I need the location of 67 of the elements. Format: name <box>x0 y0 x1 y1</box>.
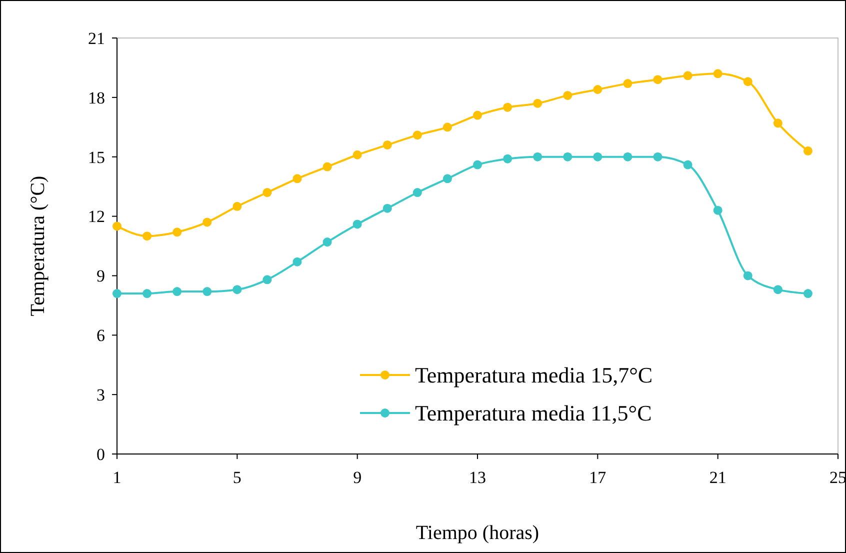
point <box>412 130 422 140</box>
point <box>653 75 662 84</box>
x-tick-label: 1 <box>112 468 122 487</box>
point <box>322 238 332 247</box>
x-tick-label: 13 <box>469 468 486 487</box>
point <box>683 160 692 170</box>
point <box>533 98 542 108</box>
point <box>623 79 632 88</box>
point <box>743 77 752 86</box>
point <box>442 122 452 132</box>
point <box>773 285 782 294</box>
point <box>412 188 422 198</box>
y-tick-label: 21 <box>88 28 105 48</box>
point <box>202 218 212 227</box>
point <box>262 275 272 284</box>
y-tick-label: 6 <box>96 326 105 346</box>
point <box>142 232 152 241</box>
point <box>563 152 572 162</box>
point <box>593 152 602 162</box>
point <box>442 174 452 184</box>
y-tick-label: 3 <box>96 386 105 405</box>
legend-label: Temperatura media 11,5°C <box>415 400 652 426</box>
point <box>382 140 392 150</box>
x-tick-label: 17 <box>589 468 607 487</box>
y-tick-label: 18 <box>88 88 105 108</box>
point <box>172 228 182 237</box>
x-tick-label: 9 <box>353 468 362 487</box>
point <box>503 102 512 112</box>
point <box>112 222 122 231</box>
point <box>683 71 692 80</box>
y-tick-label: 15 <box>88 148 105 167</box>
point <box>232 285 242 294</box>
point <box>352 220 362 229</box>
point <box>593 85 602 94</box>
point <box>352 150 362 160</box>
x-tick-label: 5 <box>232 468 242 487</box>
point <box>743 271 752 280</box>
point <box>262 188 272 198</box>
point <box>202 287 212 296</box>
point <box>563 90 572 100</box>
point <box>473 160 482 170</box>
legend-label: Temperatura media 15,7°C <box>415 362 653 388</box>
point <box>322 162 332 172</box>
point <box>142 289 152 298</box>
y-tick-label: 12 <box>88 207 105 226</box>
point <box>503 154 512 164</box>
point <box>172 287 182 296</box>
point <box>292 257 302 266</box>
point <box>382 204 392 213</box>
y-axis-title: Temperatura (°C) <box>27 176 49 316</box>
point <box>473 110 482 120</box>
point <box>232 202 242 211</box>
x-axis-title: Tiempo (horas) <box>416 522 540 544</box>
y-tick-label: 0 <box>96 444 105 464</box>
point <box>112 289 122 298</box>
x-tick-label: 25 <box>830 468 846 487</box>
x-tick-label: 21 <box>709 468 726 487</box>
point <box>292 174 302 184</box>
point <box>533 152 542 162</box>
y-tick-label: 9 <box>96 266 105 286</box>
point <box>713 206 722 215</box>
point <box>623 152 632 162</box>
point <box>713 69 722 78</box>
point <box>803 289 812 298</box>
point <box>653 152 662 162</box>
point <box>773 118 782 128</box>
point <box>803 146 812 156</box>
